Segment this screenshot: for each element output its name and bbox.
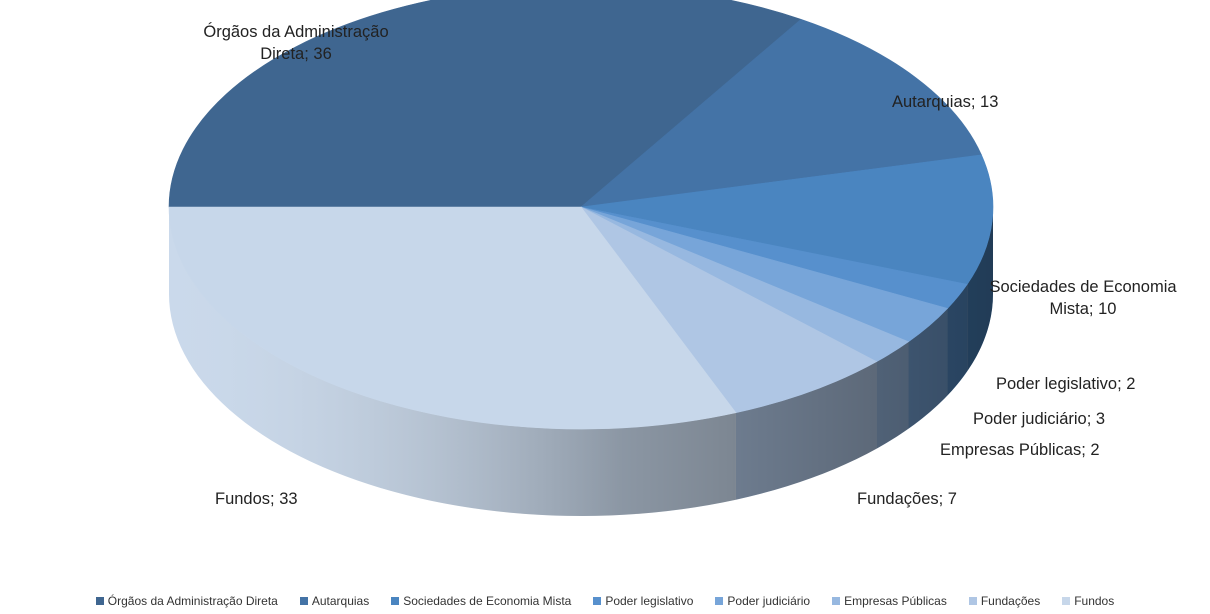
legend-item-sociedades-de-economia-mista: Sociedades de Economia Mista (391, 594, 571, 608)
pie-slice-orgaos-da-administracao-direta (168, 0, 802, 208)
legend-item-autarquias: Autarquias (299, 594, 370, 608)
legend-label: Poder judiciário (727, 594, 811, 608)
data-label-empresas-publicas: Empresas Públicas; 2 (940, 441, 1100, 459)
legend-item-fundacoes: Fundações (968, 594, 1041, 608)
pie-tops (168, 0, 994, 430)
pie-chart: Órgãos da Administração Direta; 36 Autarqu… (168, 0, 1177, 516)
legend-label: Autarquias (311, 594, 370, 608)
legend-label: Sociedades de Economia Mista (403, 594, 572, 608)
legend-swatch (715, 597, 724, 605)
data-label-fundos: Fundos; 33 (215, 490, 298, 508)
pie-side-shading (169, 207, 993, 516)
legend-swatch (593, 597, 602, 605)
legend-label: Fundações (980, 594, 1041, 608)
pie-slice-fundos (168, 206, 737, 430)
legend-swatch (832, 597, 841, 605)
data-label-autarquias: Autarquias; 13 (892, 93, 998, 111)
legend-label: Empresas Públicas (844, 594, 947, 608)
legend-label: Poder legislativo (605, 594, 694, 608)
pie-sides (169, 207, 993, 516)
data-label-poder-judiciario: Poder judiciário; 3 (973, 410, 1105, 428)
legend: Órgãos da Administração Direta Autarquias… (0, 593, 1210, 609)
data-label-sociedades-de-economia-mista: Sociedades de Economia Mista; 10 (989, 278, 1177, 318)
pie-slice-fundacoes (580, 206, 878, 414)
pie-labels: Órgãos da Administração Direta; 36 Autarqu… (203, 22, 1177, 508)
legend-item-fundos: Fundos (1062, 594, 1114, 608)
legend-swatch (299, 597, 308, 605)
legend-label: Órgãos da Administração Direta (107, 594, 278, 608)
legend-item-poder-legislativo: Poder legislativo (593, 594, 693, 608)
legend-swatch (391, 597, 400, 605)
data-label-orgaos-da-administracao-direta: Órgãos da Administração Direta; 36 (203, 22, 388, 63)
legend-swatch (968, 597, 977, 605)
pie-slice-sociedades-de-economia-mista (580, 154, 994, 285)
pie-slice-autarquias (580, 18, 982, 208)
data-label-poder-legislativo: Poder legislativo; 2 (996, 375, 1135, 393)
legend-item-orgaos-da-administracao-direta: Órgãos da Administração Direta (95, 594, 278, 608)
data-label-fundacoes: Fundações; 7 (857, 490, 957, 508)
legend-swatch (1062, 597, 1071, 605)
legend-swatch (95, 597, 104, 605)
legend-item-poder-judiciario: Poder judiciário (715, 594, 810, 608)
legend-item-empresas-publicas: Empresas Públicas (832, 594, 947, 608)
legend-label: Fundos (1074, 594, 1115, 608)
